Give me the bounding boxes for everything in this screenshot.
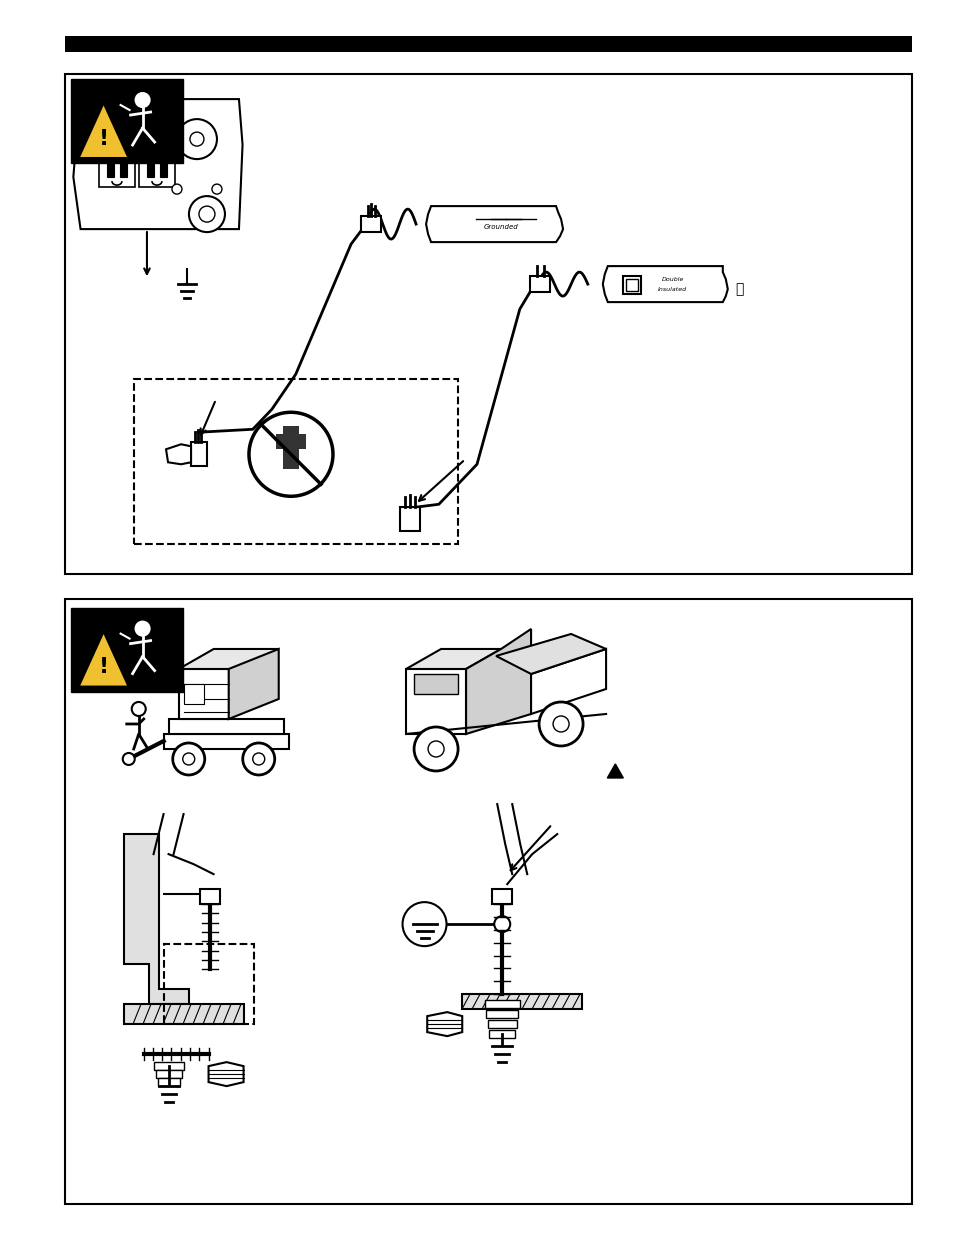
Circle shape (132, 701, 146, 716)
Bar (360, 216, 380, 232)
Bar (120, 124, 127, 137)
Text: ✋: ✋ (735, 282, 743, 296)
Bar (489, 1030, 515, 1039)
Polygon shape (496, 634, 605, 674)
Circle shape (212, 184, 222, 194)
Bar (120, 163, 127, 177)
Bar (191, 442, 207, 467)
Bar (492, 889, 512, 904)
Bar (71, 79, 183, 163)
Text: Grounded: Grounded (483, 224, 517, 230)
Circle shape (183, 753, 194, 764)
Bar (155, 1070, 181, 1078)
Polygon shape (607, 764, 622, 778)
Circle shape (123, 753, 134, 764)
Bar (529, 277, 549, 293)
Polygon shape (209, 1062, 243, 1086)
Circle shape (199, 206, 214, 222)
Circle shape (428, 741, 443, 757)
Polygon shape (602, 266, 727, 303)
Bar (107, 163, 113, 177)
Bar (163, 944, 253, 1024)
Polygon shape (78, 103, 129, 158)
Bar (65, 36, 911, 52)
Bar (65, 599, 911, 1204)
Circle shape (135, 621, 150, 636)
Bar (147, 163, 153, 177)
Bar (147, 124, 153, 137)
Bar (400, 508, 419, 531)
Circle shape (190, 132, 204, 146)
Polygon shape (406, 648, 500, 669)
Text: Double: Double (661, 277, 683, 282)
Bar (139, 111, 174, 147)
Bar (139, 151, 174, 186)
Bar (107, 124, 113, 137)
Polygon shape (426, 206, 562, 242)
Text: Insulated: Insulated (658, 287, 687, 291)
Polygon shape (124, 834, 189, 1004)
Bar (184, 684, 204, 704)
Bar (71, 608, 183, 692)
Bar (484, 1000, 519, 1008)
Bar (178, 669, 229, 719)
Polygon shape (178, 648, 278, 669)
Circle shape (402, 902, 446, 946)
Circle shape (172, 743, 205, 776)
Text: !: ! (98, 657, 109, 677)
Polygon shape (406, 669, 466, 734)
Bar (160, 124, 167, 137)
Bar (622, 277, 640, 294)
Bar (169, 719, 283, 734)
Bar (99, 151, 134, 186)
Bar (65, 74, 911, 574)
Bar (160, 163, 167, 177)
Circle shape (538, 701, 582, 746)
Circle shape (494, 916, 510, 932)
Bar (133, 379, 457, 545)
Polygon shape (414, 674, 457, 694)
Circle shape (176, 119, 216, 159)
Bar (200, 889, 219, 904)
Polygon shape (275, 426, 306, 469)
Bar (462, 994, 581, 1009)
Polygon shape (124, 1004, 243, 1024)
Bar (99, 111, 134, 147)
Polygon shape (229, 648, 278, 719)
Circle shape (249, 412, 333, 496)
Circle shape (253, 753, 264, 764)
Polygon shape (164, 734, 289, 748)
Circle shape (414, 727, 457, 771)
Circle shape (242, 743, 274, 776)
Polygon shape (166, 445, 191, 464)
Polygon shape (531, 648, 605, 714)
Circle shape (172, 184, 182, 194)
Bar (486, 1010, 517, 1018)
Polygon shape (466, 629, 531, 734)
Polygon shape (73, 99, 242, 230)
Bar (157, 1078, 179, 1086)
Circle shape (189, 196, 225, 232)
Circle shape (135, 93, 150, 107)
Polygon shape (78, 631, 129, 687)
Text: !: ! (98, 128, 109, 148)
Polygon shape (427, 1013, 462, 1036)
Bar (487, 1020, 517, 1028)
Bar (625, 279, 638, 291)
Circle shape (553, 716, 569, 732)
Bar (153, 1062, 183, 1070)
